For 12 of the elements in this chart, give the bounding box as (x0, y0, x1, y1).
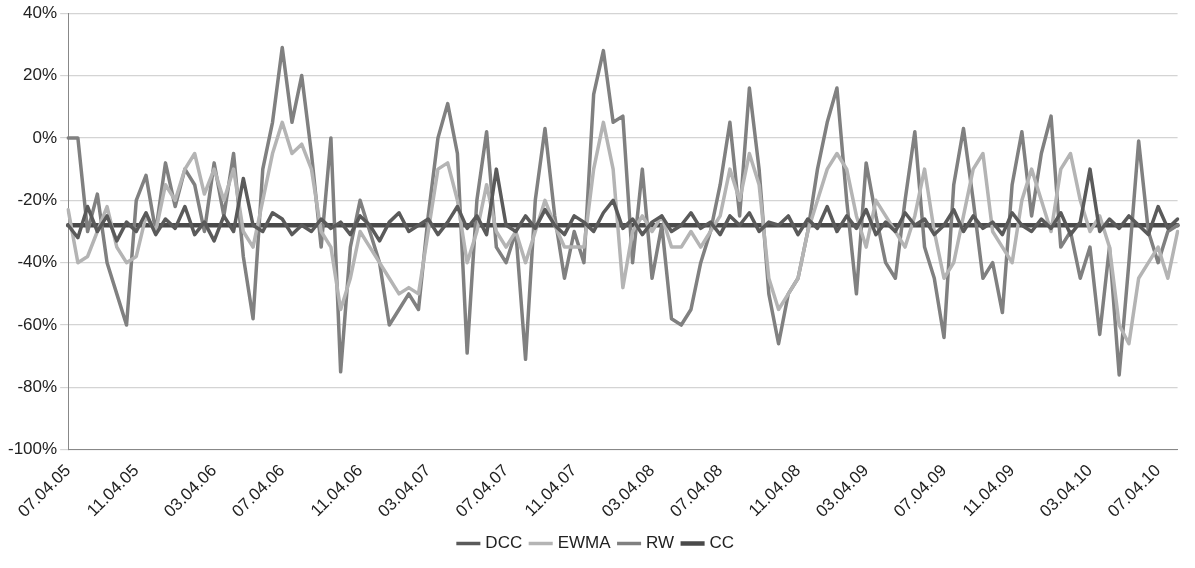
y-tick-label: 20% (23, 65, 58, 85)
y-tick-label: -20% (17, 189, 58, 209)
y-tick-label: -80% (17, 377, 58, 397)
legend-label: RW (646, 533, 675, 553)
legend-label: EWMA (557, 533, 612, 553)
y-tick-label: -40% (17, 252, 58, 272)
y-tick-label: 40% (23, 2, 58, 22)
y-tick-label: -100% (8, 439, 58, 459)
y-tick-label: 0% (32, 127, 58, 147)
legend-label: DCC (485, 533, 523, 553)
legend-label: CC (709, 533, 735, 553)
y-tick-label: -60% (17, 314, 58, 334)
